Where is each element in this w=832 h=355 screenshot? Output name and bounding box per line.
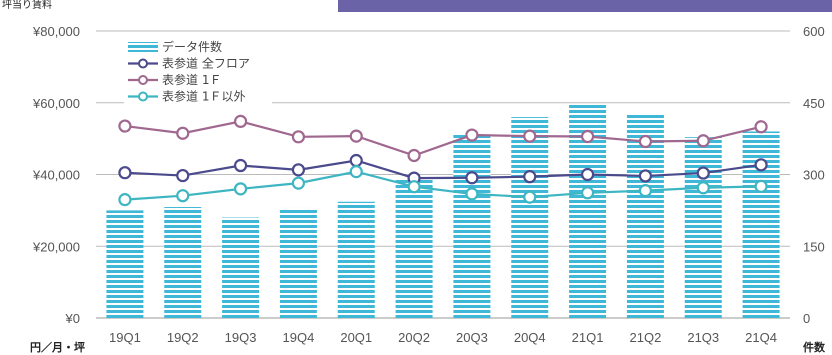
- series-point-1: [523, 170, 537, 184]
- series-point-2: [176, 126, 190, 140]
- right-tick-label: 450: [803, 96, 825, 111]
- bar-data-count: [684, 137, 722, 318]
- category-label: 21Q3: [687, 330, 719, 345]
- left-tick-label: ¥40,000: [32, 168, 80, 183]
- right-tick-label: 300: [803, 168, 825, 183]
- right-tick-label: 600: [803, 24, 825, 39]
- series-point-3: [118, 193, 132, 207]
- bar-data-count: [279, 207, 317, 318]
- category-label: 21Q2: [630, 330, 662, 345]
- right-tick-label: 150: [803, 239, 825, 254]
- legend-label: 表参道 全フロア: [162, 56, 250, 71]
- legend-swatch-marker: [138, 75, 148, 85]
- series-point-2: [465, 128, 479, 142]
- category-label: 19Q4: [283, 330, 315, 345]
- legend-label: データ件数: [162, 39, 222, 54]
- legend-swatch-bar: [128, 42, 158, 52]
- right-axis-unit: 件数: [803, 340, 826, 354]
- category-label: 20Q2: [398, 330, 430, 345]
- series-point-1: [118, 166, 132, 180]
- series-line-2: [124, 120, 762, 157]
- left-axis-unit: 円／月・坪: [30, 341, 85, 354]
- series-point-3: [523, 190, 537, 204]
- series-point-2: [291, 130, 306, 144]
- series-point-3: [696, 181, 710, 195]
- bar-data-count: [164, 207, 202, 318]
- series-point-2: [754, 120, 768, 134]
- series-point-1: [349, 153, 363, 168]
- line-layer: [118, 114, 768, 207]
- series-point-2: [407, 148, 421, 163]
- series-point-2: [696, 134, 710, 148]
- bar-data-count: [511, 117, 549, 318]
- bar-data-count: [337, 201, 375, 318]
- bar-layer: [106, 104, 780, 318]
- series-point-1: [696, 166, 710, 180]
- series-point-1: [233, 158, 248, 173]
- left-tick-label: ¥0: [65, 311, 80, 326]
- series-point-1: [176, 168, 190, 183]
- axis-layer: ¥0 0 ¥20,000 150 ¥40,000 300 ¥60,000 450 ¥80,000…: [30, 24, 826, 354]
- series-line-1: [124, 159, 762, 180]
- category-label: 21Q4: [745, 330, 777, 345]
- series-point-3: [291, 176, 306, 190]
- series-point-2: [580, 129, 595, 144]
- series-point-3: [638, 184, 653, 198]
- legend-label: 表参道 1Ｆ: [162, 72, 221, 87]
- category-label: 20Q1: [340, 330, 372, 345]
- series-point-1: [754, 158, 768, 172]
- bar-data-count: [453, 133, 491, 318]
- series-point-1: [580, 167, 595, 182]
- category-label: 20Q4: [514, 330, 546, 345]
- series-point-2: [349, 129, 363, 143]
- left-tick-label: ¥80,000: [32, 24, 80, 39]
- left-tick-label: ¥60,000: [32, 96, 80, 111]
- series-point-3: [407, 180, 421, 194]
- legend-swatch-marker: [138, 91, 148, 102]
- series-point-1: [465, 171, 479, 185]
- category-label: 20Q3: [456, 330, 488, 345]
- series-point-3: [754, 179, 768, 193]
- bar-data-count: [222, 217, 260, 318]
- series-point-3: [233, 182, 248, 196]
- series-point-2: [233, 114, 248, 129]
- bar-data-count: [395, 179, 433, 318]
- category-label: 21Q1: [572, 330, 604, 345]
- right-tick-label: 0: [803, 311, 810, 326]
- left-tick-label: ¥20,000: [32, 239, 80, 254]
- series-line-3: [124, 170, 762, 201]
- category-label: 19Q3: [225, 330, 257, 345]
- legend-label: 表参道 1Ｆ以外: [162, 89, 245, 104]
- header-bar: [338, 0, 832, 12]
- category-label: 19Q1: [109, 330, 141, 345]
- series-point-3: [349, 165, 363, 179]
- series-point-1: [638, 169, 653, 183]
- category-label: 19Q2: [167, 330, 199, 345]
- series-point-3: [580, 186, 595, 200]
- series-point-1: [291, 163, 306, 177]
- series-point-3: [176, 189, 190, 203]
- header-partial-title: 坪当り賃料: [2, 0, 52, 11]
- legend-swatch-marker: [138, 58, 148, 69]
- series-point-2: [523, 129, 537, 143]
- series-point-2: [118, 119, 132, 133]
- series-point-2: [638, 134, 653, 149]
- series-point-3: [465, 187, 479, 201]
- bar-data-count: [106, 210, 144, 318]
